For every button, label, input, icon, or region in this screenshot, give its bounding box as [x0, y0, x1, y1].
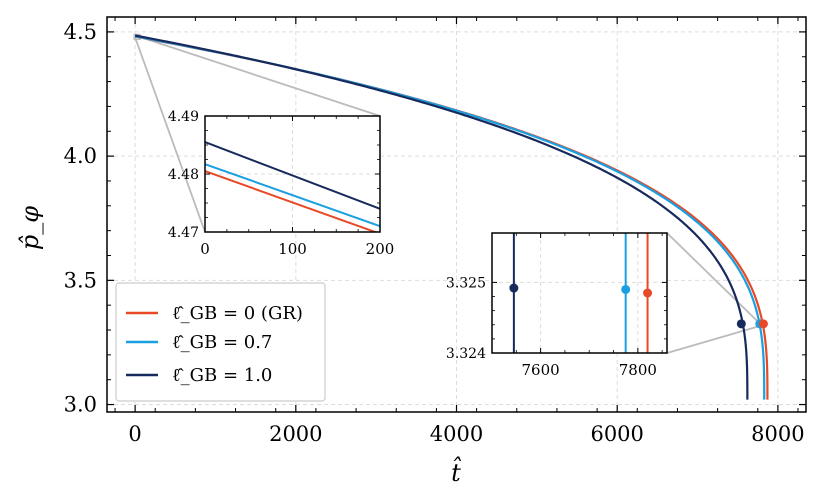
- legend: ℓ̂_GB = 0 (GR) ℓ̂_GB = 0.7 ℓ̂_GB = 1.0: [115, 282, 326, 402]
- legend-label-0.7: ℓ̂_GB = 0.7: [172, 332, 272, 353]
- inset-top-line-GR: [205, 170, 379, 232]
- inset-bottom-lines: [509, 233, 653, 353]
- inset-top-x-tick-label: 200: [366, 240, 395, 258]
- inset-bottom-ticks: 7600 7800 3.324 3.325: [446, 233, 667, 379]
- y-tick-label: 4.5: [64, 20, 97, 44]
- main-gridlines: [107, 17, 806, 412]
- inset-top-line-0.7: [205, 163, 380, 228]
- y-tick-label: 3.0: [64, 393, 97, 417]
- y-tick-label: 3.5: [64, 268, 97, 292]
- main-markers: [736, 319, 768, 329]
- x-axis-label: t̂: [451, 456, 462, 487]
- inset-bottom-marker-0.7: [621, 284, 631, 294]
- inset-bottom-x-tick-label: 7800: [619, 361, 657, 379]
- series-line-1.0: [134, 34, 749, 400]
- x-tick-label: 2000: [269, 422, 322, 446]
- legend-label-1.0: ℓ̂_GB = 1.0: [172, 365, 272, 386]
- inset-top-ticks: 0 100 200 4.47 4.48 4.49: [168, 109, 394, 258]
- inset-bottom-connector-upper: [666, 232, 761, 325]
- zoom-connectors: [133, 33, 761, 354]
- inset-top-lines: [205, 141, 380, 232]
- inset-top-y-tick-label: 4.47: [168, 225, 199, 241]
- inset-bottom-x-tick-label: 7600: [522, 361, 560, 379]
- main-marker-GR: [758, 319, 768, 329]
- inset-bottom-y-tick-label: 3.324: [446, 346, 486, 362]
- y-axis-label: p̂_φ: [16, 206, 44, 250]
- inset-bottom-y-tick-label: 3.325: [446, 275, 486, 291]
- inset-top-connector-lower: [134, 37, 206, 233]
- inset-top-line-1.0: [205, 141, 380, 210]
- x-tick-label: 6000: [590, 422, 643, 446]
- x-tick-label: 8000: [751, 422, 804, 446]
- legend-box: [115, 282, 326, 402]
- x-tick-label: 4000: [430, 422, 483, 446]
- inset-bottom-marker-1.0: [509, 283, 519, 293]
- inset-top-connector-upper: [134, 34, 381, 117]
- inset-bottom-frame: [491, 232, 668, 354]
- inset-top-y-tick-label: 4.48: [168, 167, 199, 183]
- main-series-lines: [134, 34, 769, 400]
- inset-top-y-tick-label: 4.49: [168, 109, 199, 125]
- main-marker-1.0: [736, 319, 746, 329]
- inset-bottom-background: [492, 233, 667, 353]
- inset-top-x-tick-label: 100: [278, 240, 307, 258]
- legend-label-GR: ℓ̂_GB = 0 (GR): [172, 303, 303, 324]
- x-tick-label: 0: [128, 422, 141, 446]
- y-tick-label: 4.0: [64, 144, 97, 168]
- inset-bottom-marker-GR: [643, 288, 653, 298]
- inset-top-x-tick-label: 0: [200, 240, 210, 258]
